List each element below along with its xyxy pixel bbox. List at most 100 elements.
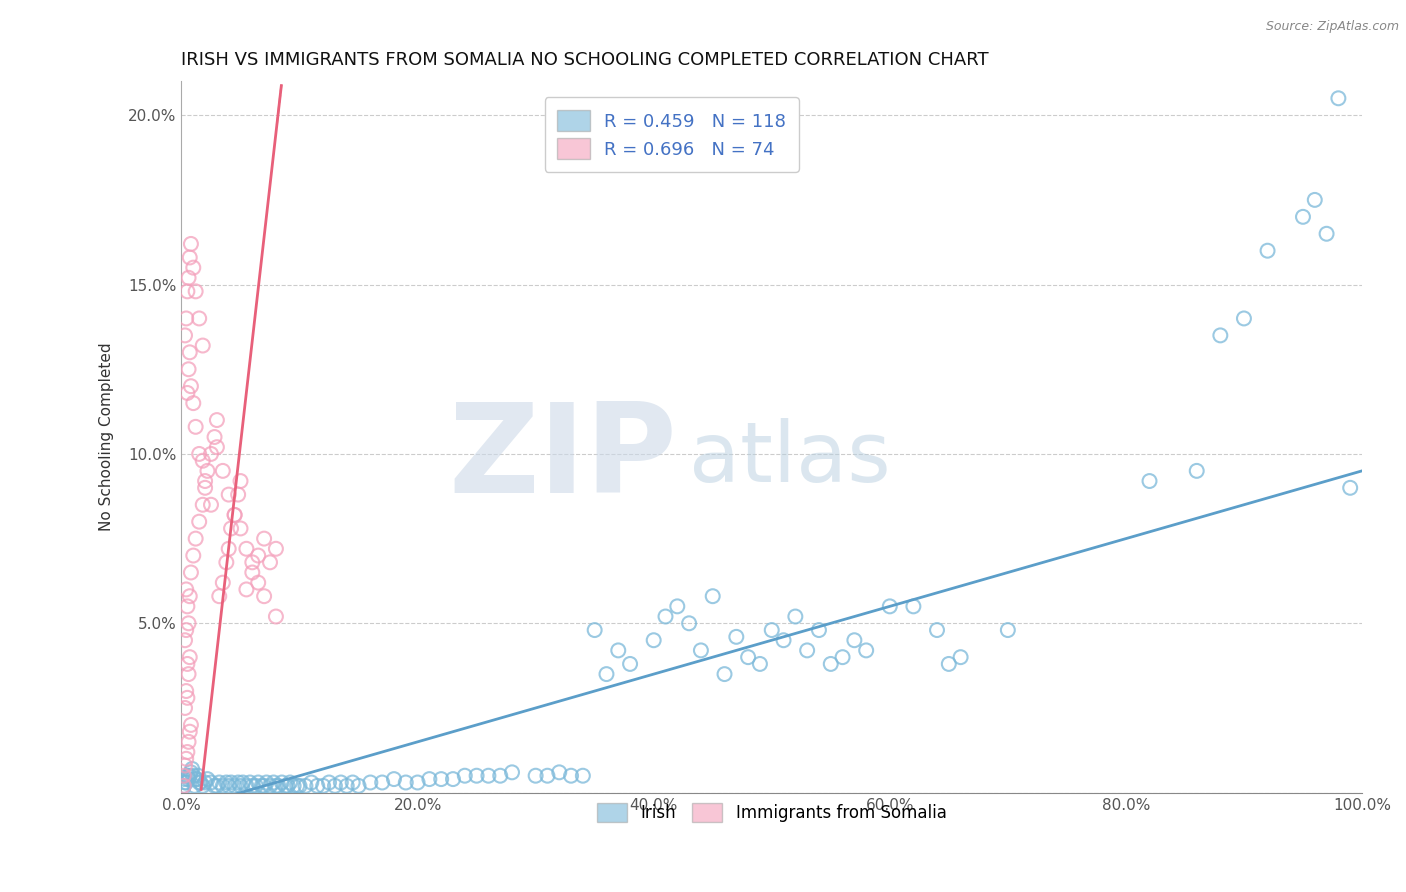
Point — [181, 260, 204, 275]
Point — [501, 765, 523, 780]
Y-axis label: No Schooling Completed: No Schooling Completed — [100, 343, 114, 532]
Point — [820, 657, 842, 671]
Point — [240, 566, 263, 580]
Point — [270, 775, 292, 789]
Point — [595, 667, 617, 681]
Point — [572, 769, 595, 783]
Point — [191, 779, 214, 793]
Point — [678, 616, 700, 631]
Point — [274, 779, 297, 793]
Text: atlas: atlas — [689, 417, 891, 499]
Point — [226, 775, 249, 789]
Point — [560, 769, 582, 783]
Point — [188, 775, 211, 789]
Point — [208, 589, 231, 603]
Point — [247, 549, 270, 563]
Point — [879, 599, 901, 614]
Point — [218, 779, 240, 793]
Point — [205, 779, 228, 793]
Text: IRISH VS IMMIGRANTS FROM SOMALIA NO SCHOOLING COMPLETED CORRELATION CHART: IRISH VS IMMIGRANTS FROM SOMALIA NO SCHO… — [181, 51, 988, 69]
Point — [181, 549, 204, 563]
Point — [188, 311, 211, 326]
Point — [174, 701, 197, 715]
Point — [174, 684, 197, 698]
Point — [179, 589, 201, 603]
Point — [1292, 210, 1315, 224]
Point — [454, 769, 477, 783]
Point — [239, 775, 262, 789]
Point — [224, 508, 246, 522]
Point — [219, 775, 242, 789]
Point — [761, 623, 783, 637]
Point — [253, 589, 276, 603]
Point — [235, 582, 257, 597]
Point — [211, 779, 233, 793]
Point — [173, 779, 195, 793]
Point — [204, 779, 226, 793]
Point — [235, 779, 257, 793]
Point — [441, 772, 464, 786]
Point — [176, 745, 198, 759]
Point — [430, 772, 453, 786]
Point — [1327, 91, 1350, 105]
Point — [181, 769, 204, 783]
Point — [219, 521, 242, 535]
Legend: Irish, Immigrants from Somalia: Irish, Immigrants from Somalia — [585, 791, 959, 834]
Point — [395, 775, 418, 789]
Point — [205, 413, 228, 427]
Point — [180, 718, 202, 732]
Point — [329, 775, 352, 789]
Point — [997, 623, 1019, 637]
Point — [184, 532, 207, 546]
Point — [180, 236, 202, 251]
Point — [277, 779, 299, 793]
Point — [299, 775, 322, 789]
Point — [690, 643, 713, 657]
Point — [190, 775, 212, 789]
Point — [536, 769, 558, 783]
Point — [524, 769, 547, 783]
Point — [285, 779, 308, 793]
Point — [174, 623, 197, 637]
Point — [191, 453, 214, 467]
Point — [173, 769, 195, 783]
Point — [1185, 464, 1208, 478]
Point — [205, 440, 228, 454]
Point — [174, 582, 197, 597]
Point — [263, 775, 285, 789]
Point — [583, 623, 606, 637]
Point — [477, 769, 499, 783]
Point — [177, 616, 200, 631]
Point — [807, 623, 830, 637]
Point — [194, 775, 217, 789]
Point — [256, 775, 278, 789]
Point — [180, 379, 202, 393]
Point — [211, 464, 233, 478]
Point — [215, 775, 238, 789]
Point — [1233, 311, 1256, 326]
Point — [342, 775, 364, 789]
Point — [318, 775, 340, 789]
Point — [179, 650, 201, 665]
Point — [903, 599, 925, 614]
Point — [176, 285, 198, 299]
Point — [179, 251, 201, 265]
Point — [264, 779, 287, 793]
Point — [607, 643, 630, 657]
Point — [949, 650, 972, 665]
Point — [1339, 481, 1361, 495]
Point — [247, 775, 270, 789]
Point — [226, 487, 249, 501]
Point — [187, 769, 209, 783]
Point — [177, 667, 200, 681]
Point — [253, 779, 276, 793]
Point — [336, 779, 359, 793]
Text: ZIP: ZIP — [449, 398, 678, 519]
Point — [283, 779, 305, 793]
Point — [174, 775, 197, 789]
Point — [371, 775, 394, 789]
Point — [183, 779, 205, 793]
Point — [666, 599, 689, 614]
Point — [250, 779, 273, 793]
Point — [312, 779, 335, 793]
